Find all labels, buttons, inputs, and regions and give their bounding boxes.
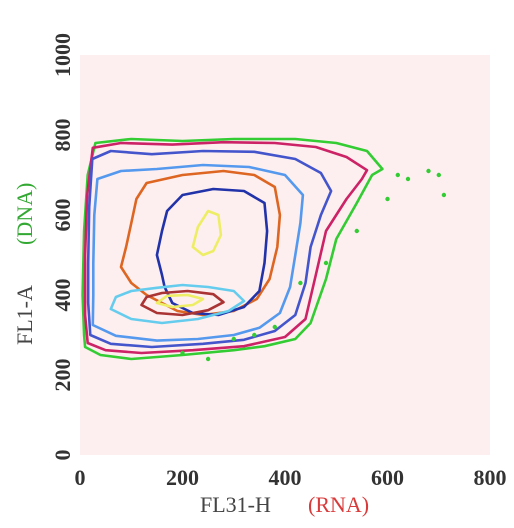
y-tick-label: 800 bbox=[50, 119, 75, 152]
x-axis-label: FL31-H bbox=[200, 492, 271, 517]
x-axis-label-rna: (RNA) bbox=[308, 492, 369, 517]
scatter-point-0-1 bbox=[405, 176, 411, 182]
contour-line-9 bbox=[155, 293, 205, 309]
x-tick-label: 200 bbox=[166, 465, 199, 490]
scatter-point-0-2 bbox=[426, 168, 431, 174]
y-axis-ticks: 0 200 400 600 800 1000 bbox=[50, 33, 75, 461]
scatter-point-0-3 bbox=[436, 172, 441, 178]
scatter-point-0-10 bbox=[231, 336, 236, 342]
scatter-point-0-0 bbox=[395, 172, 400, 178]
x-axis-ticks: 0 200 400 600 800 bbox=[75, 465, 507, 490]
scatter-point-0-11 bbox=[180, 350, 185, 356]
y-tick-label: 0 bbox=[50, 450, 75, 461]
contour-line-8 bbox=[191, 209, 223, 257]
contour-line-3 bbox=[91, 163, 305, 342]
x-tick-label: 0 bbox=[75, 465, 86, 490]
y-tick-label: 200 bbox=[50, 359, 75, 392]
x-tick-label: 800 bbox=[474, 465, 507, 490]
x-tick-label: 600 bbox=[371, 465, 404, 490]
y-axis-label-group: FL1-A (DNA) bbox=[12, 183, 37, 345]
scatter-points bbox=[180, 168, 447, 362]
y-tick-label: 400 bbox=[50, 279, 75, 312]
scatter-point-0-8 bbox=[272, 324, 277, 330]
scatter-point-0-13 bbox=[385, 196, 390, 202]
y-axis-label-dna: (DNA) bbox=[12, 183, 37, 245]
contour-line-0 bbox=[81, 137, 384, 361]
x-tick-label: 400 bbox=[269, 465, 302, 490]
scatter-point-0-12 bbox=[205, 356, 211, 362]
scatter-point-0-4 bbox=[441, 192, 447, 198]
contour-line-2 bbox=[86, 149, 333, 349]
y-tick-label: 1000 bbox=[50, 33, 75, 77]
scatter-point-0-9 bbox=[252, 332, 257, 338]
scatter-point-0-5 bbox=[354, 228, 359, 234]
contour-lines bbox=[81, 137, 384, 361]
scatter-point-0-7 bbox=[298, 280, 303, 286]
y-tick-label: 600 bbox=[50, 199, 75, 232]
contour-line-5 bbox=[155, 187, 269, 317]
plot-area bbox=[80, 55, 490, 455]
scatter-point-0-6 bbox=[323, 260, 329, 266]
y-axis-label: FL1-A bbox=[12, 285, 37, 345]
contour-line-6 bbox=[109, 283, 246, 325]
contour-line-7 bbox=[140, 289, 225, 317]
